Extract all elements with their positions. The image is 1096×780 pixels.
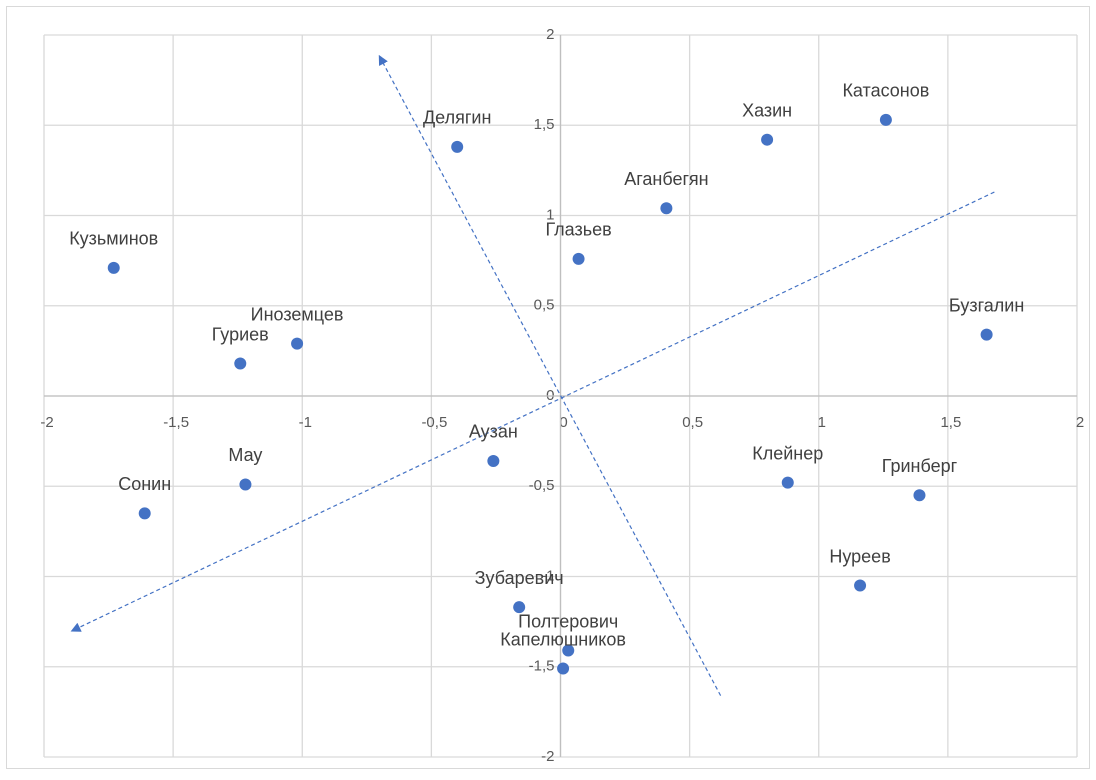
point xyxy=(513,601,526,614)
point-label: Мау xyxy=(228,445,262,465)
point-label: Глазьев xyxy=(545,220,611,240)
point-label: Гринберг xyxy=(882,456,958,476)
y-tick-label: -1 xyxy=(541,567,554,584)
x-tick-label: 1 xyxy=(818,414,826,431)
y-tick-label: 1,5 xyxy=(534,116,555,133)
y-tick-label: -2 xyxy=(541,748,554,765)
point-label: Зубаревич xyxy=(475,568,564,588)
point-label: Полтерович xyxy=(518,611,618,631)
axis-arrow-line xyxy=(70,191,995,632)
point-label: Делягин xyxy=(423,108,491,128)
point xyxy=(562,644,575,657)
point-label: Хазин xyxy=(742,100,792,120)
point xyxy=(854,579,867,592)
point-label: Капелюшников xyxy=(500,629,626,649)
point-label: Гуриев xyxy=(212,324,269,344)
x-tick-label: 1,5 xyxy=(940,414,961,431)
point xyxy=(761,133,774,146)
point xyxy=(980,328,993,341)
x-tick-label: 0,5 xyxy=(682,414,703,431)
point xyxy=(291,337,304,350)
y-tick-label: 1 xyxy=(546,206,554,223)
point-label: Клейнер xyxy=(752,443,823,463)
point xyxy=(234,357,247,370)
point xyxy=(138,507,151,520)
point xyxy=(913,489,926,502)
point xyxy=(487,454,500,467)
y-tick-label: 0,5 xyxy=(534,297,555,314)
point-label: Нуреев xyxy=(829,546,890,566)
x-tick-label: -2 xyxy=(40,414,53,431)
point xyxy=(107,261,120,274)
y-tick-label: -0,5 xyxy=(529,477,555,494)
point-label: Иноземцев xyxy=(251,304,344,324)
x-tick-label: 2 xyxy=(1076,414,1084,431)
point xyxy=(879,113,892,126)
point xyxy=(572,252,585,265)
x-tick-label: -1,5 xyxy=(163,414,189,431)
point xyxy=(660,202,673,215)
point xyxy=(451,140,464,153)
point-label: Аганбегян xyxy=(624,169,708,189)
point-label: Кузьминов xyxy=(69,229,158,249)
point xyxy=(239,478,252,491)
axis-arrow-line xyxy=(378,54,722,696)
x-tick-label: 0 xyxy=(559,414,567,431)
point-label: Сонин xyxy=(118,474,171,494)
point-label: Бузгалин xyxy=(949,295,1024,315)
point xyxy=(557,662,570,675)
point-label: Катасонов xyxy=(842,81,929,101)
point-label: Аузан xyxy=(469,422,518,442)
chart-border xyxy=(6,6,1090,769)
y-tick-label: -1,5 xyxy=(529,658,555,675)
y-tick-label: 2 xyxy=(546,26,554,43)
point xyxy=(781,476,794,489)
x-tick-label: -0,5 xyxy=(421,414,447,431)
x-tick-label: -1 xyxy=(299,414,312,431)
